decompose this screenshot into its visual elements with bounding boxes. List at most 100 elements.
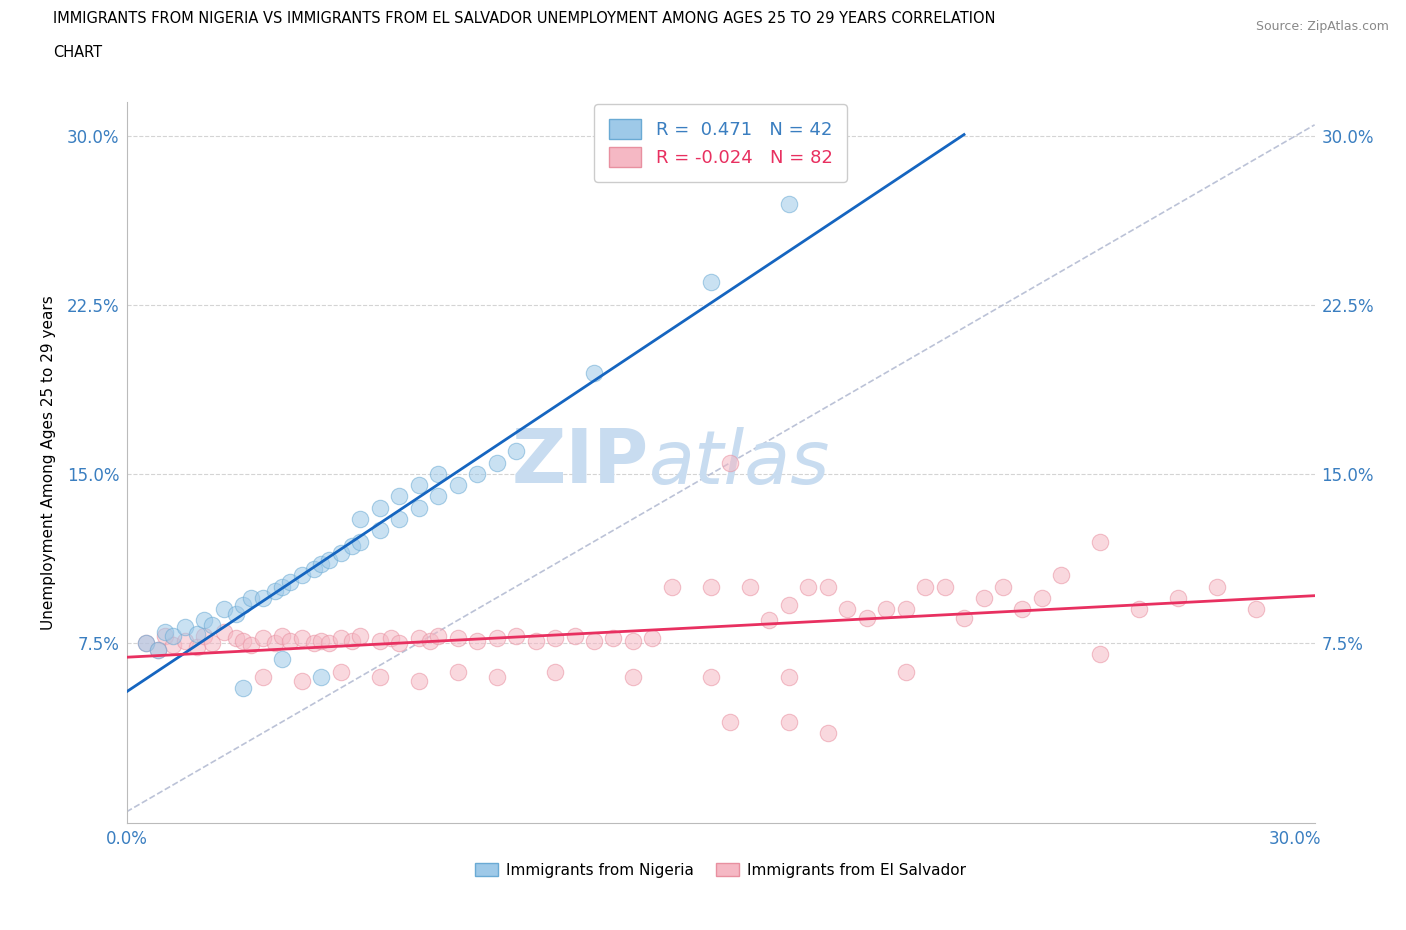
- Point: [505, 444, 527, 458]
- Point: [318, 635, 340, 650]
- Point: [240, 638, 263, 653]
- Text: Source: ZipAtlas.com: Source: ZipAtlas.com: [1256, 20, 1389, 33]
- Point: [914, 579, 936, 594]
- Point: [193, 629, 215, 644]
- Point: [368, 633, 391, 648]
- Point: [446, 478, 468, 493]
- Point: [212, 602, 235, 617]
- Point: [162, 638, 184, 653]
- Point: [271, 579, 294, 594]
- Point: [661, 579, 683, 594]
- Point: [368, 523, 391, 538]
- Point: [419, 633, 441, 648]
- Point: [201, 635, 224, 650]
- Point: [602, 631, 624, 645]
- Point: [232, 633, 254, 648]
- Text: atlas: atlas: [650, 427, 831, 498]
- Point: [380, 631, 402, 645]
- Text: IMMIGRANTS FROM NIGERIA VS IMMIGRANTS FROM EL SALVADOR UNEMPLOYMENT AMONG AGES 2: IMMIGRANTS FROM NIGERIA VS IMMIGRANTS FR…: [53, 11, 995, 26]
- Text: ZIP: ZIP: [512, 426, 650, 499]
- Point: [1090, 534, 1112, 549]
- Point: [427, 489, 450, 504]
- Point: [174, 633, 197, 648]
- Point: [1128, 602, 1150, 617]
- Point: [329, 545, 352, 560]
- Point: [582, 633, 605, 648]
- Point: [146, 643, 169, 658]
- Point: [135, 635, 157, 650]
- Point: [718, 714, 741, 729]
- Point: [368, 500, 391, 515]
- Point: [291, 568, 314, 583]
- Text: CHART: CHART: [53, 45, 103, 60]
- Point: [318, 552, 340, 567]
- Point: [427, 629, 450, 644]
- Point: [263, 584, 285, 599]
- Point: [700, 275, 723, 290]
- Point: [894, 602, 917, 617]
- Point: [700, 670, 723, 684]
- Point: [271, 651, 294, 666]
- Point: [349, 534, 371, 549]
- Point: [329, 631, 352, 645]
- Point: [1167, 591, 1189, 605]
- Point: [465, 633, 488, 648]
- Point: [162, 629, 184, 644]
- Point: [388, 512, 411, 526]
- Point: [973, 591, 995, 605]
- Point: [349, 629, 371, 644]
- Point: [700, 579, 723, 594]
- Point: [855, 611, 877, 626]
- Point: [1244, 602, 1267, 617]
- Point: [408, 673, 430, 688]
- Point: [368, 670, 391, 684]
- Point: [240, 591, 263, 605]
- Point: [408, 500, 430, 515]
- Point: [718, 456, 741, 471]
- Point: [505, 629, 527, 644]
- Point: [797, 579, 820, 594]
- Point: [582, 365, 605, 380]
- Point: [446, 665, 468, 680]
- Point: [564, 629, 586, 644]
- Point: [544, 631, 567, 645]
- Point: [263, 635, 285, 650]
- Legend: Immigrants from Nigeria, Immigrants from El Salvador: Immigrants from Nigeria, Immigrants from…: [470, 857, 972, 884]
- Point: [837, 602, 859, 617]
- Point: [302, 561, 325, 576]
- Point: [1011, 602, 1033, 617]
- Point: [953, 611, 976, 626]
- Point: [212, 624, 235, 639]
- Point: [342, 633, 364, 648]
- Point: [329, 665, 352, 680]
- Point: [875, 602, 897, 617]
- Point: [311, 670, 333, 684]
- Point: [291, 673, 314, 688]
- Point: [1031, 591, 1053, 605]
- Point: [155, 629, 177, 644]
- Point: [641, 631, 664, 645]
- Point: [485, 456, 508, 471]
- Point: [738, 579, 761, 594]
- Point: [524, 633, 547, 648]
- Point: [146, 643, 169, 658]
- Point: [155, 624, 177, 639]
- Point: [758, 613, 780, 628]
- Point: [302, 635, 325, 650]
- Point: [446, 631, 468, 645]
- Point: [621, 670, 644, 684]
- Point: [778, 670, 800, 684]
- Point: [1090, 646, 1112, 661]
- Point: [894, 665, 917, 680]
- Point: [135, 635, 157, 650]
- Point: [778, 597, 800, 612]
- Point: [388, 635, 411, 650]
- Point: [186, 640, 208, 655]
- Point: [544, 665, 567, 680]
- Point: [186, 627, 208, 642]
- Point: [342, 538, 364, 553]
- Point: [408, 631, 430, 645]
- Y-axis label: Unemployment Among Ages 25 to 29 years: Unemployment Among Ages 25 to 29 years: [41, 296, 56, 630]
- Point: [1206, 579, 1229, 594]
- Point: [225, 606, 247, 621]
